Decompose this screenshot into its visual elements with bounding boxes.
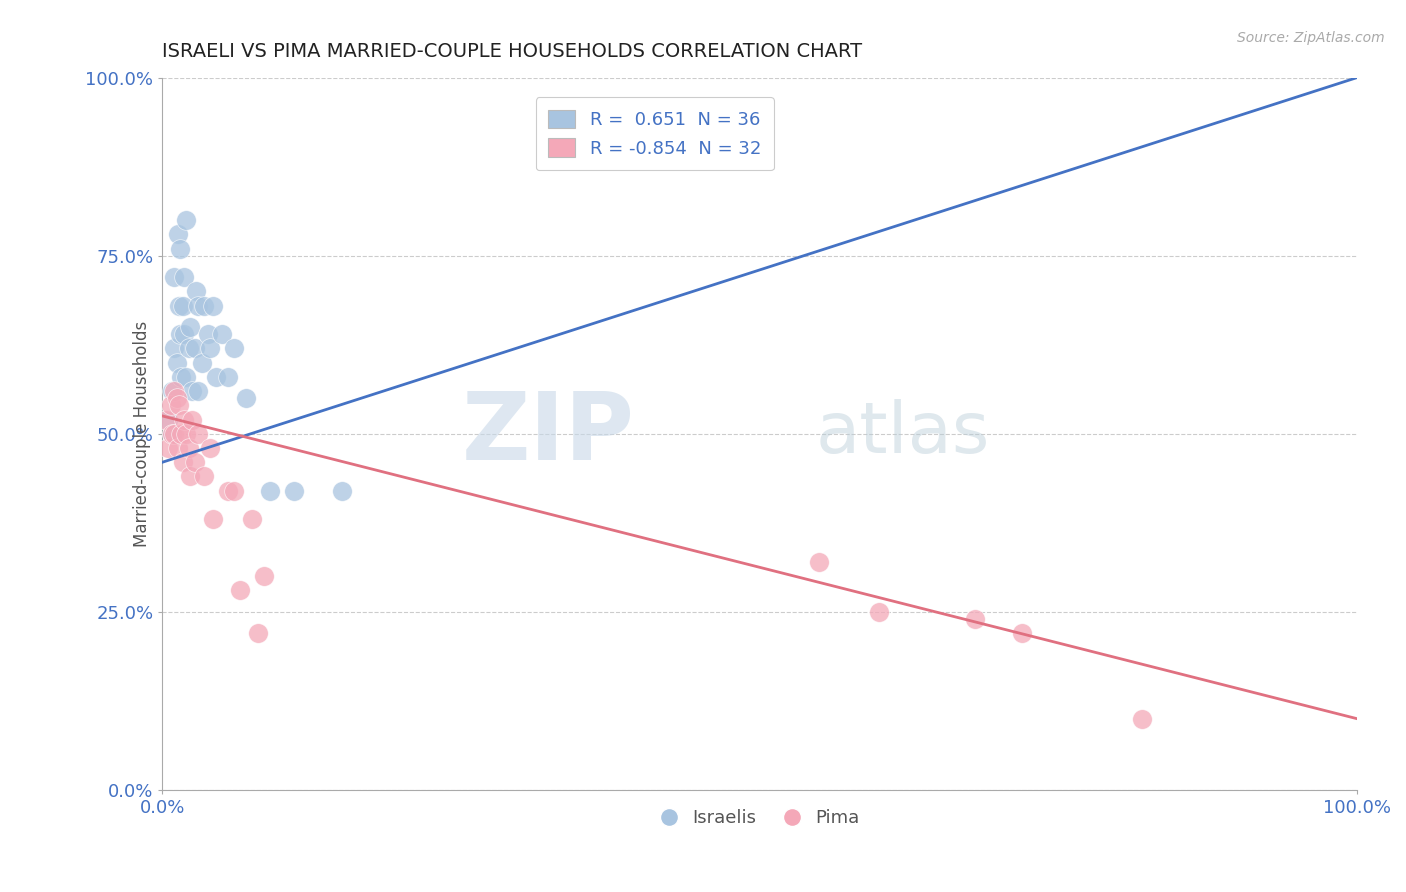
Point xyxy=(183,341,205,355)
Point xyxy=(198,441,221,455)
Point xyxy=(177,341,200,355)
Point xyxy=(174,369,197,384)
Point xyxy=(160,426,183,441)
Point xyxy=(222,341,245,355)
Point xyxy=(187,426,209,441)
Y-axis label: Married-couple Households: Married-couple Households xyxy=(134,320,152,547)
Point xyxy=(170,426,193,441)
Point xyxy=(163,384,186,398)
Point xyxy=(193,469,215,483)
Point xyxy=(187,299,209,313)
Point xyxy=(330,483,353,498)
Legend: Israelis, Pima: Israelis, Pima xyxy=(652,802,868,834)
Text: atlas: atlas xyxy=(815,400,990,468)
Point xyxy=(163,341,186,355)
Point xyxy=(187,384,209,398)
Point xyxy=(166,441,188,455)
Point xyxy=(166,355,188,369)
Point xyxy=(160,426,183,441)
Point xyxy=(205,369,228,384)
Point xyxy=(172,455,194,469)
Text: ZIP: ZIP xyxy=(461,388,634,480)
Text: Source: ZipAtlas.com: Source: ZipAtlas.com xyxy=(1237,31,1385,45)
Point xyxy=(163,270,186,285)
Point xyxy=(201,512,224,526)
Point xyxy=(181,412,204,426)
Point xyxy=(167,398,190,412)
Point xyxy=(963,612,986,626)
Point xyxy=(160,384,183,398)
Point xyxy=(868,605,890,619)
Point xyxy=(201,299,224,313)
Point xyxy=(177,441,200,455)
Point xyxy=(808,555,831,569)
Point xyxy=(157,412,180,426)
Point xyxy=(253,569,276,583)
Point xyxy=(197,326,219,341)
Point xyxy=(240,512,263,526)
Point xyxy=(193,299,215,313)
Point xyxy=(174,213,197,227)
Point xyxy=(190,355,212,369)
Point xyxy=(170,369,193,384)
Point xyxy=(229,583,252,598)
Point xyxy=(172,299,194,313)
Point xyxy=(211,326,233,341)
Point xyxy=(173,270,195,285)
Point xyxy=(235,391,257,405)
Point xyxy=(159,398,181,412)
Point xyxy=(155,412,177,426)
Point xyxy=(283,483,305,498)
Point xyxy=(157,441,180,455)
Point xyxy=(1130,712,1153,726)
Point xyxy=(183,455,205,469)
Point xyxy=(259,483,281,498)
Text: ISRAELI VS PIMA MARRIED-COUPLE HOUSEHOLDS CORRELATION CHART: ISRAELI VS PIMA MARRIED-COUPLE HOUSEHOLD… xyxy=(162,42,862,61)
Point xyxy=(169,326,191,341)
Point xyxy=(217,483,239,498)
Point xyxy=(169,242,191,256)
Point xyxy=(246,626,269,640)
Point xyxy=(1011,626,1033,640)
Point xyxy=(179,319,201,334)
Point xyxy=(173,326,195,341)
Point xyxy=(166,227,188,242)
Point xyxy=(184,285,207,299)
Point xyxy=(179,469,201,483)
Point xyxy=(222,483,245,498)
Point xyxy=(181,384,204,398)
Point xyxy=(163,426,186,441)
Point xyxy=(167,299,190,313)
Point xyxy=(173,412,195,426)
Point xyxy=(198,341,221,355)
Point xyxy=(174,426,197,441)
Point xyxy=(166,391,188,405)
Point xyxy=(217,369,239,384)
